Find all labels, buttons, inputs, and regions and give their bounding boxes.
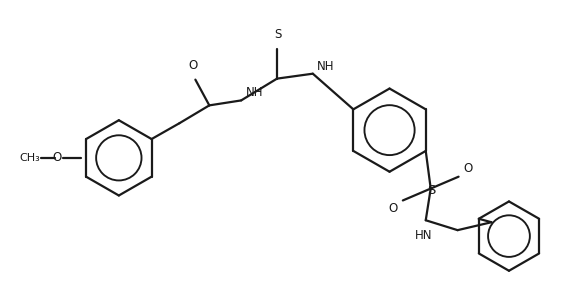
Text: CH₃: CH₃ bbox=[19, 153, 40, 163]
Text: S: S bbox=[274, 28, 282, 41]
Text: O: O bbox=[389, 202, 398, 215]
Text: HN: HN bbox=[415, 229, 432, 242]
Text: NH: NH bbox=[246, 86, 264, 99]
Text: O: O bbox=[189, 59, 198, 72]
Text: NH: NH bbox=[317, 60, 334, 73]
Text: S: S bbox=[428, 184, 436, 197]
Text: O: O bbox=[464, 162, 473, 175]
Text: O: O bbox=[53, 151, 62, 164]
